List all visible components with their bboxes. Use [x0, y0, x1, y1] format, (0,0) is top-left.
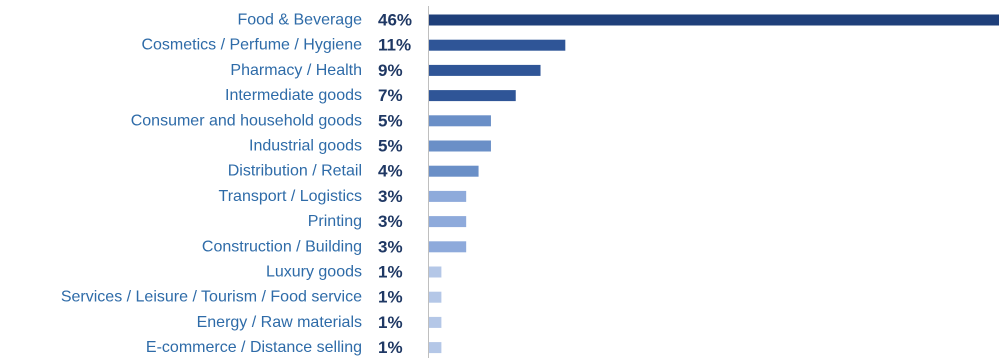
value-label: 9%: [378, 61, 403, 80]
bar: [429, 291, 442, 303]
category-label: Intermediate goods: [225, 87, 362, 104]
bar: [429, 39, 566, 51]
category-label: Consumer and household goods: [131, 112, 362, 129]
category-label: Services / Leisure / Tourism / Food serv…: [61, 289, 362, 306]
bar: [429, 241, 467, 253]
value-label: 1%: [378, 263, 403, 282]
value-label: 3%: [378, 237, 403, 256]
bar: [429, 165, 479, 177]
category-label: Industrial goods: [249, 138, 362, 155]
bar: [429, 140, 491, 152]
bar: [429, 115, 491, 127]
category-label: Distribution / Retail: [228, 163, 362, 180]
category-label: Construction / Building: [202, 238, 362, 255]
bar: [429, 190, 467, 202]
bar-rows: Food & Beverage 46% Cosmetics / Perfume / …: [61, 11, 999, 357]
category-label: Luxury goods: [266, 264, 362, 281]
category-label: Transport / Logistics: [219, 188, 362, 205]
category-label: E-commerce / Distance selling: [146, 339, 362, 356]
value-label: 1%: [378, 338, 403, 357]
bar: [429, 90, 516, 102]
value-label: 7%: [378, 86, 403, 105]
category-label: Food & Beverage: [237, 12, 362, 29]
bar: [429, 216, 467, 228]
value-label: 5%: [378, 111, 403, 130]
category-label: Printing: [308, 213, 362, 230]
category-label: Pharmacy / Health: [230, 62, 362, 79]
value-label: 1%: [378, 313, 403, 332]
bar: [429, 64, 541, 76]
value-label: 4%: [378, 162, 403, 181]
value-label: 1%: [378, 288, 403, 307]
category-label: Energy / Raw materials: [197, 314, 362, 331]
value-label: 46%: [378, 11, 412, 30]
value-label: 3%: [378, 212, 403, 231]
value-label: 5%: [378, 137, 403, 156]
bar: [429, 266, 442, 278]
bar: [429, 14, 999, 26]
bar: [429, 342, 442, 354]
value-label: 3%: [378, 187, 403, 206]
value-label: 11%: [378, 36, 411, 55]
bar: [429, 316, 442, 328]
category-label: Cosmetics / Perfume / Hygiene: [141, 37, 362, 54]
